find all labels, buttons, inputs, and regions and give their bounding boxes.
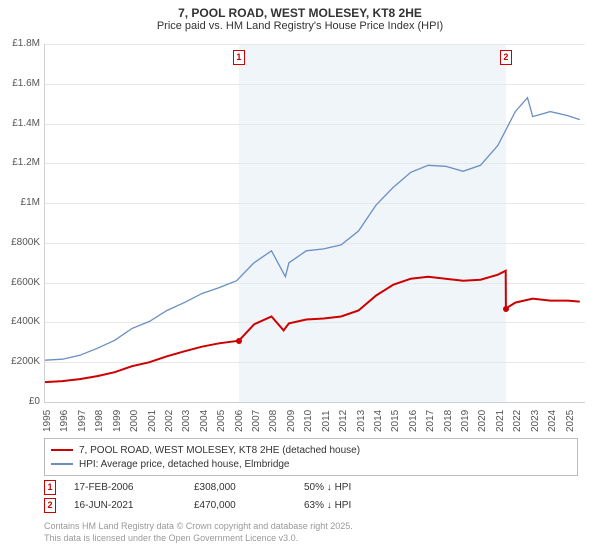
- y-tick-label: £1.8M: [0, 38, 40, 49]
- x-tick-label: 2018: [443, 410, 454, 432]
- x-tick-label: 2013: [356, 410, 367, 432]
- y-tick-label: £0: [0, 396, 40, 407]
- transaction-row: 1 17-FEB-2006£308,00050% ↓ HPI: [44, 478, 414, 496]
- x-tick-label: 2022: [512, 410, 523, 432]
- transaction-marker-icon: 1: [44, 480, 56, 495]
- x-tick-label: 2008: [268, 410, 279, 432]
- x-tick-label: 1997: [77, 410, 88, 432]
- x-tick-label: 2006: [234, 410, 245, 432]
- title-block: 7, POOL ROAD, WEST MOLESEY, KT8 2HE Pric…: [0, 0, 600, 32]
- x-tick-label: 1999: [112, 410, 123, 432]
- footer-line2: This data is licensed under the Open Gov…: [44, 532, 353, 544]
- x-tick-label: 2024: [547, 410, 558, 432]
- x-tick-label: 2019: [460, 410, 471, 432]
- x-tick-label: 2007: [251, 410, 262, 432]
- transaction-price: £470,000: [194, 500, 304, 511]
- chart-container: 7, POOL ROAD, WEST MOLESEY, KT8 2HE Pric…: [0, 0, 600, 560]
- footer-attribution: Contains HM Land Registry data © Crown c…: [44, 520, 353, 544]
- y-tick-label: £600K: [0, 277, 40, 288]
- y-tick-label: £400K: [0, 316, 40, 327]
- x-tick-label: 2010: [303, 410, 314, 432]
- y-tick-label: £800K: [0, 237, 40, 248]
- legend-swatch: [51, 449, 73, 451]
- title-sub: Price paid vs. HM Land Registry's House …: [0, 20, 600, 32]
- x-tick-label: 2001: [147, 410, 158, 432]
- transaction-marker-box: 2: [500, 50, 512, 65]
- x-tick-label: 2000: [129, 410, 140, 432]
- transaction-row: 2 16-JUN-2021£470,00063% ↓ HPI: [44, 496, 414, 514]
- transaction-price: £308,000: [194, 482, 304, 493]
- transaction-marker-dot: [236, 338, 242, 344]
- legend: 7, POOL ROAD, WEST MOLESEY, KT8 2HE (det…: [44, 438, 578, 476]
- chart-plot-area: 12: [44, 44, 585, 403]
- x-tick-label: 2014: [373, 410, 384, 432]
- legend-item: 7, POOL ROAD, WEST MOLESEY, KT8 2HE (det…: [51, 443, 571, 457]
- x-tick-label: 2005: [216, 410, 227, 432]
- x-tick-label: 2002: [164, 410, 175, 432]
- y-tick-label: £200K: [0, 356, 40, 367]
- transaction-hpi: 63% ↓ HPI: [304, 500, 414, 511]
- x-tick-label: 2011: [321, 410, 332, 432]
- x-tick-label: 2004: [199, 410, 210, 432]
- footer-line1: Contains HM Land Registry data © Crown c…: [44, 520, 353, 532]
- x-tick-label: 2021: [495, 410, 506, 432]
- legend-item: HPI: Average price, detached house, Elmb…: [51, 457, 571, 471]
- x-tick-label: 2020: [477, 410, 488, 432]
- legend-label: HPI: Average price, detached house, Elmb…: [79, 459, 290, 470]
- transaction-date: 16-JUN-2021: [74, 500, 194, 511]
- x-tick-label: 1996: [59, 410, 70, 432]
- y-tick-label: £1M: [0, 197, 40, 208]
- series-price_paid: [45, 271, 580, 382]
- x-tick-label: 1998: [94, 410, 105, 432]
- legend-label: 7, POOL ROAD, WEST MOLESEY, KT8 2HE (det…: [79, 445, 360, 456]
- legend-swatch: [51, 463, 73, 465]
- x-tick-label: 2009: [286, 410, 297, 432]
- transaction-marker-icon: 2: [44, 498, 56, 513]
- x-tick-label: 2016: [408, 410, 419, 432]
- x-tick-label: 2023: [530, 410, 541, 432]
- transaction-marker-dot: [503, 306, 509, 312]
- title-main: 7, POOL ROAD, WEST MOLESEY, KT8 2HE: [0, 6, 600, 20]
- transaction-marker-box: 1: [233, 50, 245, 65]
- transaction-table: 1 17-FEB-2006£308,00050% ↓ HPI 2 16-JUN-202…: [44, 478, 414, 514]
- series-hpi: [45, 98, 580, 361]
- chart-lines: [45, 44, 585, 402]
- transaction-hpi: 50% ↓ HPI: [304, 482, 414, 493]
- x-tick-label: 1995: [42, 410, 53, 432]
- x-tick-label: 2015: [390, 410, 401, 432]
- y-tick-label: £1.4M: [0, 118, 40, 129]
- y-tick-label: £1.6M: [0, 78, 40, 89]
- x-tick-label: 2017: [425, 410, 436, 432]
- transaction-date: 17-FEB-2006: [74, 482, 194, 493]
- x-tick-label: 2003: [181, 410, 192, 432]
- x-tick-label: 2025: [565, 410, 576, 432]
- y-tick-label: £1.2M: [0, 157, 40, 168]
- x-tick-label: 2012: [338, 410, 349, 432]
